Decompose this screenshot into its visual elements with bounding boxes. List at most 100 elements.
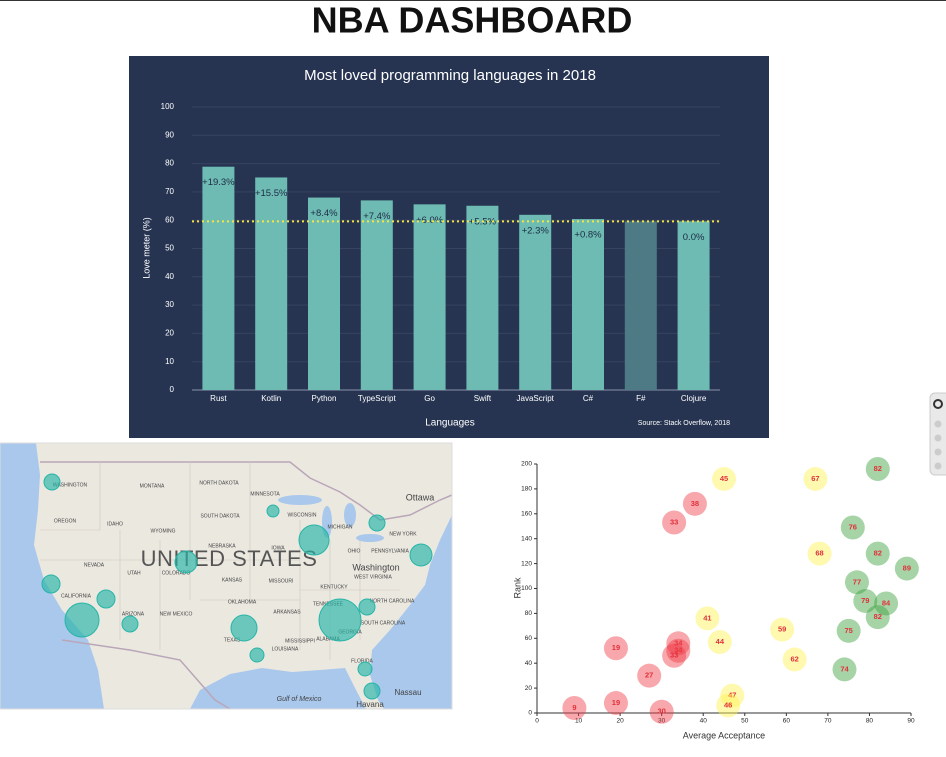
change-label: +0.8% [574,230,602,241]
point [807,541,832,566]
point [682,491,707,516]
change-label: +7.4% [363,211,391,222]
x-tick-label: F# [636,394,646,403]
widget-box[interactable] [929,392,946,476]
point-label: 33 [670,517,678,526]
point [562,696,587,721]
bar [519,214,552,390]
map-panel [0,442,453,710]
place-label: NEW MEXICO [160,611,193,617]
y-axis-label: Rank [512,577,522,599]
y-tick-label: 30 [165,300,174,309]
place-label: NEBRASKA [208,543,236,549]
point [603,691,628,716]
point [803,466,828,491]
point-label: 68 [815,549,823,558]
y-tick-label: 180 [521,486,532,493]
x-tick-label: 30 [658,718,666,725]
change-label: +2.3% [522,225,550,236]
city-bubble [358,598,376,616]
point-label: 82 [874,612,882,621]
point-label: 41 [703,613,711,622]
point [853,588,878,613]
y-tick-label: 60 [525,635,533,642]
point [712,466,736,491]
city-bubble [43,473,61,491]
bar [308,197,340,390]
bar [360,200,393,390]
x-tick-label: 10 [575,718,583,725]
point-label: 75 [844,626,852,635]
point [603,636,628,661]
chart-title: Most loved programming languages in 2018 [304,67,596,84]
point [720,683,745,708]
point-label: 27 [645,671,653,680]
bar [677,221,710,390]
y-tick-label: 0 [528,710,532,717]
map-layer: UNITED STATES WASHINGTON MONTANA NORTH DAKO… [41,473,434,709]
point-label: 67 [811,474,819,483]
y-tick-label: 20 [165,329,174,338]
point [770,617,795,642]
place-label: CALIFORNIA [61,593,92,599]
place-label: TEXAS [224,637,241,643]
y-tick-label: 140 [521,535,532,542]
widget-dot[interactable] [934,448,942,456]
place-label: MINNESOTA [250,491,280,497]
city-bubble [298,524,330,556]
x-tick-label: 0 [535,718,539,725]
place-label: Gulf of Mexico [277,696,322,703]
point-label: 30 [657,707,665,716]
y-tick-label: 70 [165,187,174,196]
point-label: 82 [874,549,882,558]
bar [624,221,657,390]
bar [572,219,604,390]
change-label: +6.0% [416,215,444,226]
y-tick-label: 120 [521,560,532,567]
widget-dot[interactable] [934,462,942,470]
place-label: OHIO [348,548,361,554]
bar [413,204,446,390]
place-label: MONTANA [140,483,165,489]
place-label: PENNSYLVANIA [371,548,409,554]
city-bubble [96,589,116,609]
lake [356,534,384,542]
x-tick-label: Swift [474,394,492,403]
place-label: OREGON [54,518,77,524]
y-tick-label: 80 [165,159,174,168]
city-bubble [266,504,280,518]
place-label: Havana [356,700,384,709]
x-tick-label: Go [424,394,435,403]
point-label: 84 [882,598,891,607]
widget-dot[interactable] [934,420,942,428]
bar-panel [129,56,769,438]
point [662,510,687,535]
widget-dot[interactable] [934,434,942,442]
border [61,639,231,709]
y-tick-label: 200 [521,461,532,468]
lake [278,495,322,505]
point [865,541,890,566]
y-tick-label: 90 [165,130,174,139]
point-label: 38 [691,499,699,508]
change-label: +15.5% [255,188,288,199]
y-tick-label: 10 [165,357,174,366]
point [832,657,857,682]
x-tick-label: Python [312,394,337,403]
x-tick-label: 60 [783,718,791,725]
y-tick-label: 40 [525,660,533,667]
side-widget[interactable] [929,392,946,476]
place-label: Washington [352,562,399,572]
place-label: ARKANSAS [273,609,301,615]
point [649,699,674,724]
point-label: 76 [849,522,857,531]
x-tick-label: 80 [866,718,874,725]
gulf [190,668,366,709]
place-label: UTAH [127,570,141,576]
x-axis-label: Average Acceptance [683,730,765,740]
x-tick-label: Clojure [681,394,707,403]
widget-icon[interactable] [933,399,943,409]
city-bubble [174,550,198,574]
border [40,461,452,521]
point-label: 34 [674,646,683,655]
